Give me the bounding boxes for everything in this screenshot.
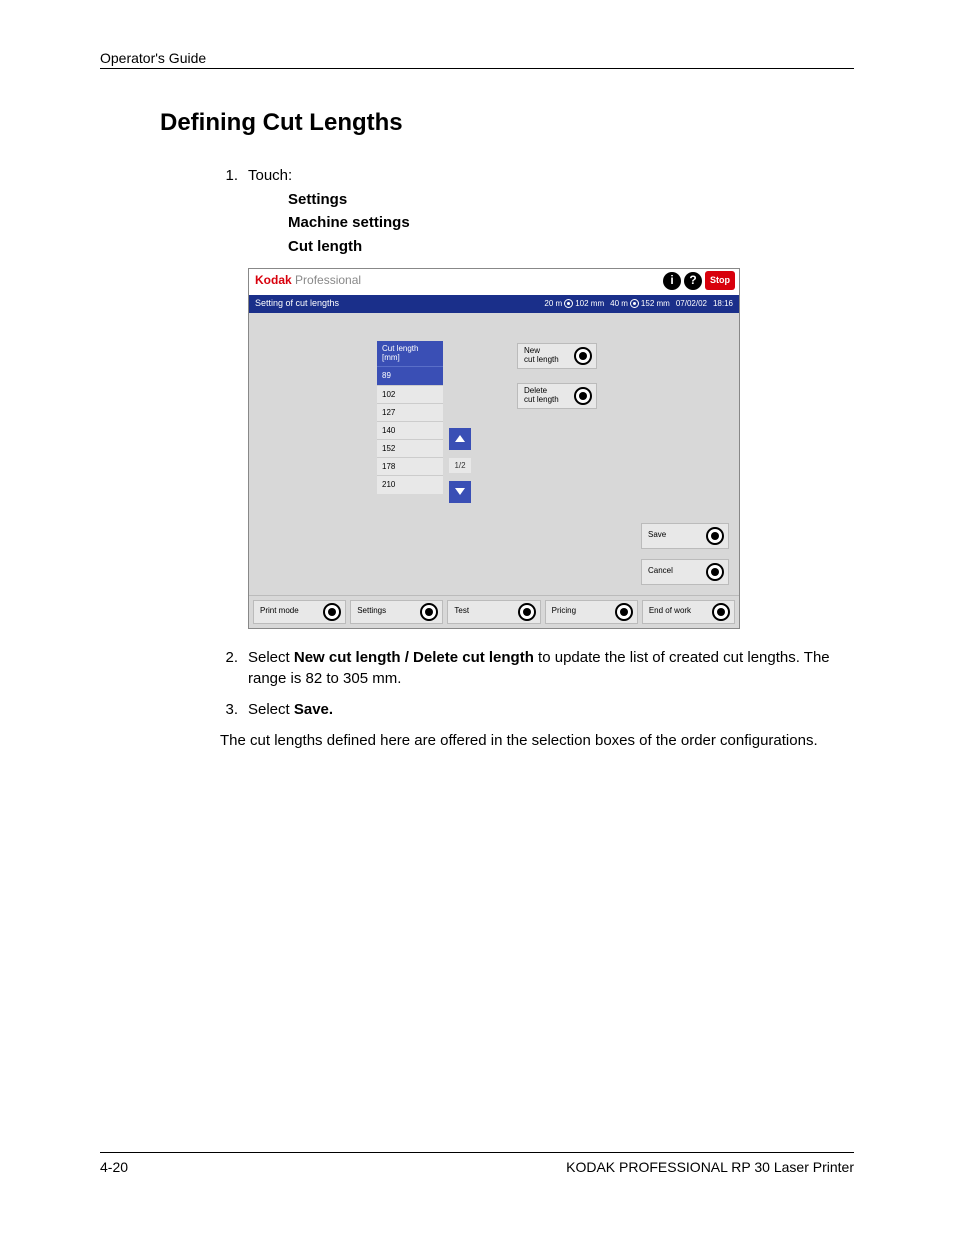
- column-header: Cut length [mm]: [377, 341, 443, 367]
- button-label: Cancel: [648, 567, 673, 576]
- button-label: Settings: [357, 607, 386, 616]
- header-line: [mm]: [382, 354, 438, 363]
- selector-icon: [420, 603, 438, 621]
- list-item[interactable]: 102: [377, 385, 443, 403]
- button-label: Print mode: [260, 607, 299, 616]
- new-cut-length-button[interactable]: Newcut length: [517, 343, 597, 369]
- nav-print-mode[interactable]: Print mode: [253, 600, 346, 624]
- list-item[interactable]: 210: [377, 475, 443, 493]
- status-date: 07/02/02: [676, 298, 707, 309]
- selector-icon: [323, 603, 341, 621]
- step-number: 3.: [220, 699, 248, 720]
- save-button[interactable]: Save: [641, 523, 729, 549]
- delete-cut-length-button[interactable]: Deletecut length: [517, 383, 597, 409]
- step-number: 2.: [220, 647, 248, 689]
- list-item[interactable]: 127: [377, 403, 443, 421]
- page-header: Operator's Guide: [100, 50, 854, 69]
- nav-test[interactable]: Test: [447, 600, 540, 624]
- breadcrumb-item: Machine settings: [288, 211, 834, 234]
- cut-length-column: Cut length [mm] 89 102 127 140 152 178 2…: [377, 341, 443, 494]
- ui-screenshot: Kodak Professional i ? Stop Setting of c…: [248, 268, 740, 629]
- list-item[interactable]: 89: [377, 366, 443, 384]
- info-icon[interactable]: i: [663, 272, 681, 290]
- step-text: Touch:: [248, 167, 292, 184]
- status-text: 102 mm: [575, 298, 604, 309]
- section-title: Defining Cut Lengths: [160, 109, 854, 137]
- button-label: Deletecut length: [524, 387, 559, 405]
- brand-logo: Kodak Professional: [255, 272, 361, 289]
- selector-icon: [706, 563, 724, 581]
- selector-icon: [574, 387, 592, 405]
- selector-icon: [615, 603, 633, 621]
- step-number: 1.: [220, 165, 248, 641]
- scroll-down-button[interactable]: [449, 481, 471, 503]
- list-item[interactable]: 178: [377, 457, 443, 475]
- status-text: 152 mm: [641, 298, 670, 309]
- status-time: 18:16: [713, 298, 733, 309]
- page-number: 4-20: [100, 1159, 128, 1175]
- button-label: Save: [648, 531, 666, 540]
- step-text: Select Save.: [248, 699, 834, 720]
- page-indicator: 1/2: [449, 458, 471, 473]
- button-label: Newcut length: [524, 347, 559, 365]
- nav-end-of-work[interactable]: End of work: [642, 600, 735, 624]
- roll-icon: [564, 299, 573, 308]
- button-label: Test: [454, 607, 469, 616]
- selector-icon: [518, 603, 536, 621]
- button-label: Pricing: [552, 607, 576, 616]
- bottom-nav: Print mode Settings Test Pricing End of …: [249, 595, 739, 628]
- brand-grey: Professional: [292, 273, 361, 287]
- list-item[interactable]: 140: [377, 421, 443, 439]
- status-text: 20 m: [544, 298, 562, 309]
- stop-button[interactable]: Stop: [705, 271, 735, 290]
- selector-icon: [712, 603, 730, 621]
- chevron-down-icon: [455, 488, 465, 495]
- status-bar: 20 m 102 mm 40 m 152 mm 07/02/02 18:16: [544, 298, 733, 309]
- nav-settings[interactable]: Settings: [350, 600, 443, 624]
- brand-red: Kodak: [255, 273, 292, 287]
- list-item[interactable]: 152: [377, 439, 443, 457]
- cancel-button[interactable]: Cancel: [641, 559, 729, 585]
- screen-title: Setting of cut lengths: [255, 297, 339, 310]
- scroll-up-button[interactable]: [449, 428, 471, 450]
- step-text: Select New cut length / Delete cut lengt…: [248, 647, 834, 689]
- nav-pricing[interactable]: Pricing: [545, 600, 638, 624]
- chevron-up-icon: [455, 435, 465, 442]
- closing-text: The cut lengths defined here are offered…: [220, 730, 834, 751]
- status-text: 40 m: [610, 298, 628, 309]
- button-label: End of work: [649, 607, 691, 616]
- selector-icon: [574, 347, 592, 365]
- roll-icon: [630, 299, 639, 308]
- breadcrumb-item: Settings: [288, 188, 834, 211]
- help-icon[interactable]: ?: [684, 272, 702, 290]
- selector-icon: [706, 527, 724, 545]
- footer-product: KODAK PROFESSIONAL RP 30 Laser Printer: [566, 1159, 854, 1175]
- breadcrumb-item: Cut length: [288, 235, 834, 258]
